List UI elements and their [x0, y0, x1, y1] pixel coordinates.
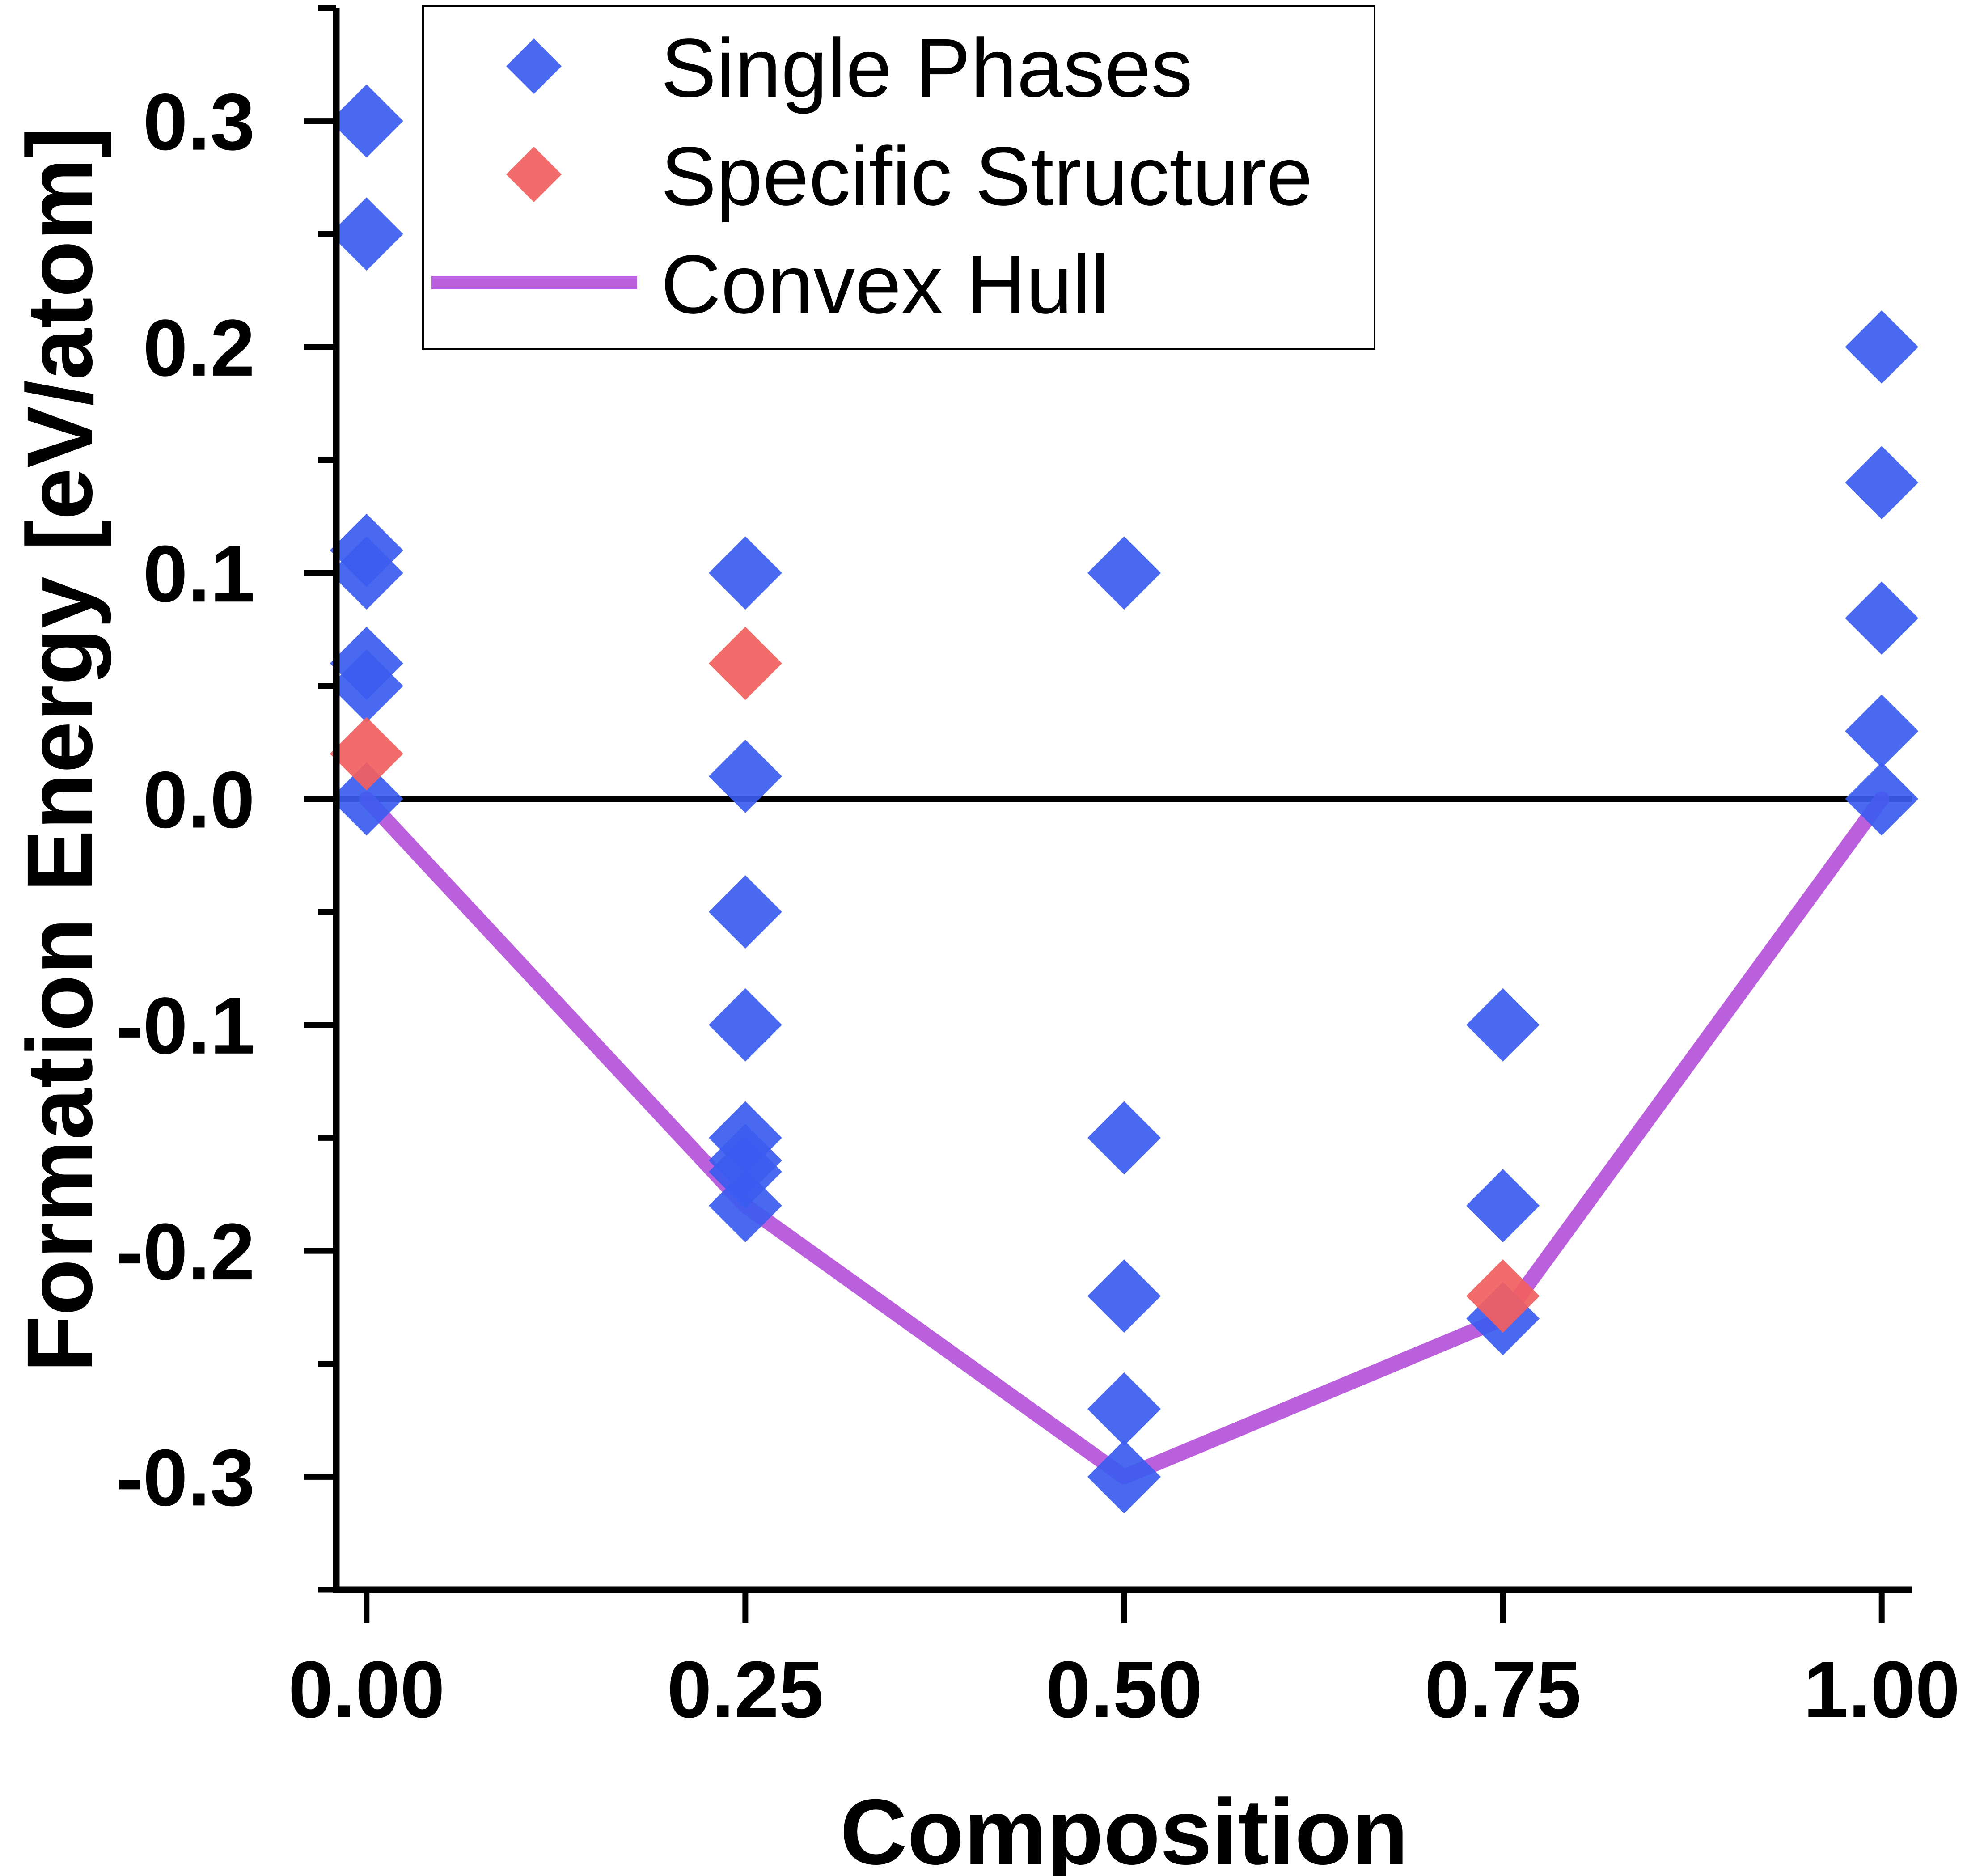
point-single-phases: [1466, 988, 1540, 1062]
y-tick-label: -0.3: [116, 1433, 255, 1523]
point-single-phases: [708, 988, 782, 1062]
point-single-phases: [1845, 694, 1919, 768]
point-specific-structure: [708, 627, 782, 700]
y-tick-label: 0.2: [143, 303, 255, 393]
point-single-phases: [1845, 310, 1919, 384]
legend-label: Specific Structure: [661, 130, 1313, 223]
point-single-phases: [330, 84, 403, 158]
plot-area: [330, 84, 1919, 1514]
point-single-phases: [1087, 1101, 1161, 1175]
legend-label: Convex Hull: [661, 238, 1109, 331]
point-single-phases: [1845, 446, 1919, 520]
y-tick-label: 0.0: [143, 755, 255, 845]
legend-marker: [506, 38, 562, 94]
point-single-phases: [1087, 536, 1161, 610]
point-single-phases: [330, 197, 403, 271]
legend: Single Phases Specific Structure Convex Hu…: [422, 5, 1375, 350]
x-axis-title: Composition: [840, 1780, 1409, 1876]
y-tick-label: 0.3: [143, 77, 255, 167]
point-single-phases: [708, 536, 782, 610]
x-tick-label: 0.25: [667, 1645, 824, 1735]
point-single-phases: [1845, 581, 1919, 655]
point-single-phases: [708, 1169, 782, 1243]
point-single-phases: [708, 875, 782, 949]
x-tick-label: 0.75: [1425, 1645, 1581, 1735]
point-single-phases: [330, 762, 403, 836]
point-specific-structure: [1466, 1259, 1540, 1333]
legend-marker: [506, 147, 562, 202]
axes: 0.3 0.2 0.1 0.0 -0.1 -0.2 -0.3 0.00 0.25 0.50 0.75…: [8, 5, 1960, 1876]
point-single-phases: [330, 649, 403, 723]
point-single-phases: [708, 739, 782, 813]
point-specific-structure: [330, 717, 403, 791]
y-axis-title: Formation Energy [eV/atom]: [8, 127, 112, 1372]
y-tick-label: -0.1: [116, 981, 255, 1071]
legend-label: Single Phases: [661, 22, 1193, 114]
legend-box: [422, 5, 1375, 350]
y-tick-label: -0.2: [116, 1207, 255, 1297]
x-tick-label: 0.00: [288, 1645, 445, 1735]
y-tick-label: 0.1: [143, 529, 255, 619]
point-single-phases: [1087, 1440, 1161, 1514]
x-tick-label: 0.50: [1046, 1645, 1202, 1735]
point-single-phases: [1087, 1259, 1161, 1333]
x-tick-label: 1.00: [1803, 1645, 1960, 1735]
point-single-phases: [330, 536, 403, 610]
point-single-phases: [1845, 762, 1919, 836]
point-single-phases: [1087, 1372, 1161, 1446]
point-single-phases: [1466, 1169, 1540, 1243]
